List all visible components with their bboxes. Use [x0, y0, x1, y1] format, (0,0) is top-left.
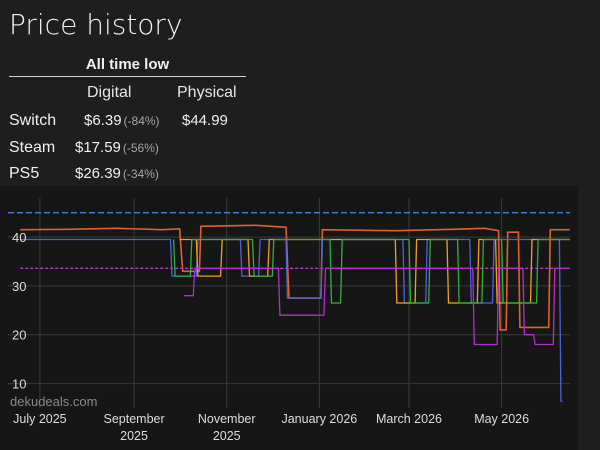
digital-price-switch: $6.39 (-84%)	[84, 112, 160, 129]
discount-percent: (-56%)	[122, 141, 159, 155]
x-tick-label: January 2026	[281, 412, 357, 426]
platform-label-steam: Steam	[9, 139, 56, 156]
all-time-low-heading: All time low	[9, 56, 246, 77]
y-tick-label: 10	[12, 377, 26, 392]
x-tick-label: July 2025	[13, 412, 67, 426]
x-axis-ticks: July 2025 September 2025 November 2025 Januar…	[13, 412, 529, 443]
digital-price-value: $6.39	[84, 112, 122, 129]
digital-price-steam: $17.59 (-56%)	[75, 139, 159, 156]
discount-percent: (-84%)	[123, 114, 160, 128]
x-tick-label: September 2025	[103, 412, 164, 443]
platform-label-switch: Switch	[9, 112, 57, 129]
series-line	[20, 224, 570, 331]
y-tick-label: 40	[12, 230, 26, 245]
series-line	[184, 267, 570, 346]
series-line	[20, 238, 563, 402]
digital-price-value: $17.59	[75, 139, 121, 156]
chart-series	[8, 212, 570, 402]
series-line	[179, 238, 570, 304]
digital-price-ps5: $26.39 (-34%)	[75, 165, 159, 182]
y-axis-ticks: 10 20 30 40	[12, 230, 26, 392]
y-tick-label: 20	[12, 328, 26, 343]
discount-percent: (-34%)	[122, 167, 159, 181]
x-tick-label: November 2025	[198, 412, 256, 443]
platform-label-ps5: PS5	[9, 165, 40, 182]
column-header-digital: Digital	[87, 84, 132, 101]
physical-price-switch: $44.99	[182, 112, 228, 129]
digital-price-value: $26.39	[75, 165, 121, 182]
price-history-chart[interactable]: 10 20 30 40 July 2025 September 2025 November 2…	[0, 186, 578, 450]
watermark: dekudeals.com	[10, 394, 97, 409]
chart-background	[0, 186, 578, 450]
column-header-physical: Physical	[177, 84, 237, 101]
y-tick-label: 30	[12, 279, 26, 294]
page-title: Price history	[9, 8, 183, 41]
x-tick-label: March 2026	[376, 412, 442, 426]
x-tick-label: May 2026	[474, 412, 529, 426]
series-line	[172, 238, 570, 304]
